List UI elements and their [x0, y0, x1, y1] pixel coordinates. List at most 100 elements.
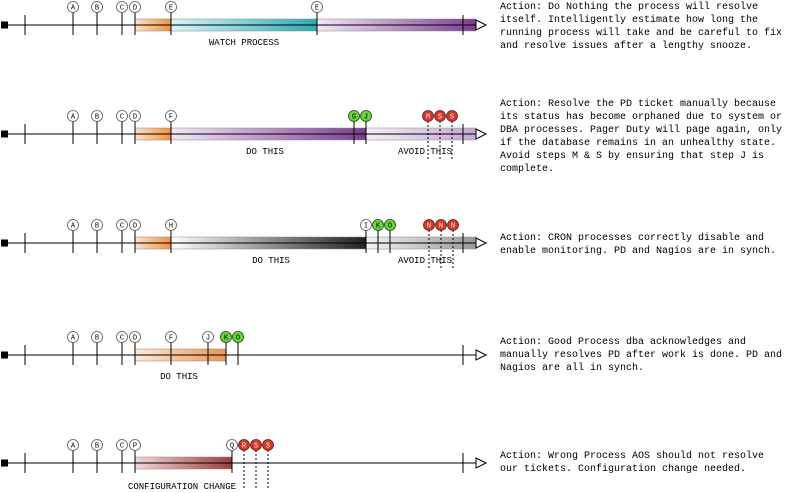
- marker-label: H: [169, 223, 173, 231]
- marker: [446, 110, 458, 122]
- marker-label: A: [71, 5, 76, 13]
- marker: [116, 1, 128, 13]
- marker-label: S: [438, 114, 442, 122]
- marker-label: S: [266, 443, 270, 451]
- marker: [262, 439, 274, 451]
- marker: [435, 219, 447, 231]
- end-arrow: [475, 457, 488, 469]
- marker-label: O: [236, 335, 240, 343]
- end-arrow: [475, 128, 488, 140]
- caption: AVOID THIS: [398, 256, 452, 266]
- marker-label: R: [242, 443, 247, 451]
- start-marker: [1, 459, 8, 467]
- marker: [250, 439, 262, 451]
- marker: [116, 439, 128, 451]
- start-marker: [1, 351, 8, 359]
- marker: [202, 331, 214, 343]
- marker-label: A: [71, 443, 76, 451]
- caption: CONFIGURATION CHANGE: [128, 482, 236, 492]
- marker: [372, 219, 384, 231]
- marker-label: B: [95, 114, 99, 122]
- marker: [422, 110, 434, 122]
- marker-label: A: [71, 335, 76, 343]
- marker: [91, 110, 103, 122]
- marker: [129, 331, 141, 343]
- marker: [67, 110, 79, 122]
- marker: [91, 1, 103, 13]
- marker: [447, 219, 459, 231]
- marker-label: B: [95, 5, 99, 13]
- marker-label: Q: [230, 443, 234, 451]
- marker: [67, 331, 79, 343]
- marker-label: B: [95, 335, 99, 343]
- marker-label: F: [169, 335, 173, 343]
- marker-label: B: [95, 223, 99, 231]
- marker-label: K: [376, 223, 381, 231]
- marker: [165, 219, 177, 231]
- marker-label: C: [120, 443, 124, 451]
- caption: DO THIS: [160, 372, 198, 382]
- marker: [67, 439, 79, 451]
- caption: AVOID THIS: [398, 147, 452, 157]
- marker-label: S: [254, 443, 258, 451]
- marker: [423, 219, 435, 231]
- marker-label: E: [315, 5, 319, 13]
- marker: [67, 219, 79, 231]
- marker: [91, 439, 103, 451]
- marker: [360, 219, 372, 231]
- marker-label: P: [133, 443, 137, 451]
- marker: [384, 219, 396, 231]
- end-arrow: [475, 19, 488, 31]
- marker: [232, 331, 244, 343]
- marker: [116, 110, 128, 122]
- marker: [67, 1, 79, 13]
- action-text: Action: Wrong Process AOS should not res…: [500, 451, 765, 475]
- marker: [129, 219, 141, 231]
- marker: [165, 110, 177, 122]
- marker: [360, 110, 372, 122]
- marker: [165, 1, 177, 13]
- marker-label: F: [169, 114, 173, 122]
- marker-label: D: [133, 114, 137, 122]
- marker: [91, 331, 103, 343]
- caption: DO THIS: [246, 147, 284, 157]
- marker-label: D: [133, 5, 137, 13]
- marker-label: I: [364, 223, 368, 231]
- marker: [434, 110, 446, 122]
- marker-label: N: [427, 223, 431, 231]
- marker-label: A: [71, 114, 76, 122]
- marker-label: J: [364, 114, 368, 122]
- marker-label: G: [352, 114, 356, 122]
- marker: [311, 1, 323, 13]
- action-text: Action: Resolve the PD ticket manually b…: [500, 99, 783, 175]
- marker: [226, 439, 238, 451]
- marker-label: C: [120, 335, 124, 343]
- marker-label: E: [169, 5, 173, 13]
- action-text: Action: CRON processes correctly disable…: [500, 233, 777, 257]
- start-marker: [1, 130, 8, 138]
- marker-label: K: [224, 335, 229, 343]
- end-arrow: [475, 349, 488, 361]
- marker: [238, 439, 250, 451]
- start-marker: [1, 239, 8, 247]
- caption: DO THIS: [252, 256, 290, 266]
- marker: [165, 331, 177, 343]
- marker-label: J: [206, 335, 210, 343]
- end-arrow: [475, 237, 488, 249]
- marker-label: M: [426, 114, 430, 122]
- marker: [116, 331, 128, 343]
- marker-label: N: [451, 223, 455, 231]
- marker-label: D: [133, 335, 137, 343]
- caption: WATCH PROCESS: [209, 38, 279, 48]
- marker-label: B: [95, 443, 99, 451]
- action-text: Action: Good Process dba acknowledges an…: [500, 337, 783, 374]
- marker: [91, 219, 103, 231]
- marker: [129, 110, 141, 122]
- marker-label: A: [71, 223, 76, 231]
- marker: [348, 110, 360, 122]
- marker-label: N: [439, 223, 443, 231]
- marker-label: C: [120, 5, 124, 13]
- marker: [129, 1, 141, 13]
